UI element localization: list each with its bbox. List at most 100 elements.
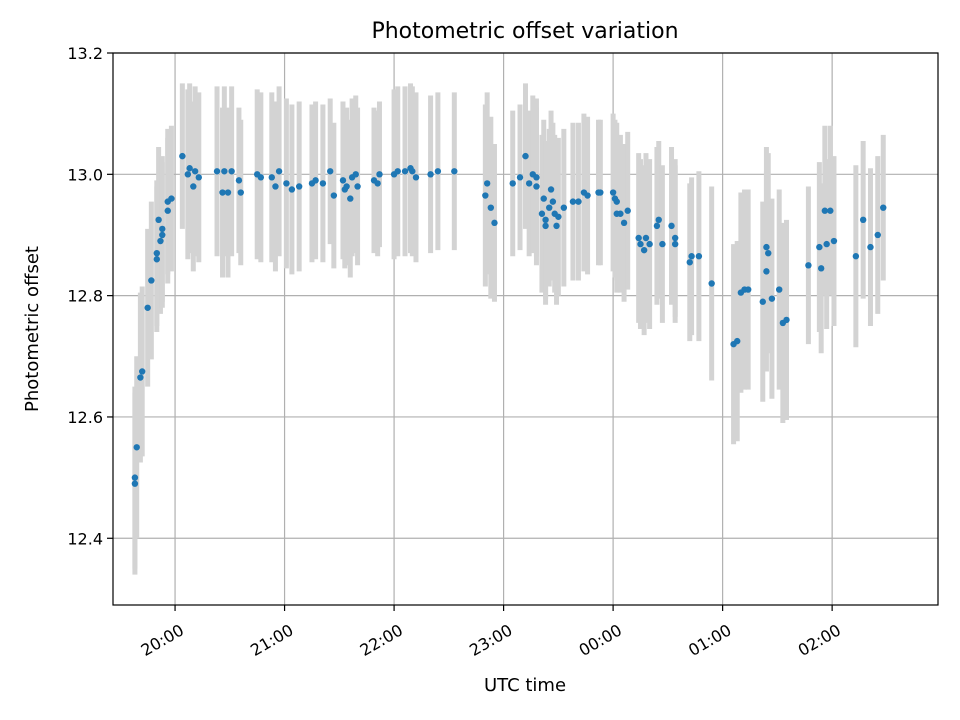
data-point <box>339 177 347 184</box>
data-point <box>852 253 860 260</box>
data-point <box>549 198 557 205</box>
plot-frame <box>112 52 939 606</box>
data-point <box>830 237 838 245</box>
data-point <box>164 207 171 214</box>
y-tick-label: 12.4 <box>67 529 103 548</box>
data-point <box>268 174 275 181</box>
data-point <box>765 249 772 257</box>
data-point <box>347 195 354 202</box>
data-point <box>821 207 829 214</box>
data-point <box>354 183 361 190</box>
data-point <box>859 216 867 224</box>
data-point <box>159 231 166 239</box>
data-point <box>394 168 401 175</box>
data-point <box>427 171 434 178</box>
chart-title: Photometric offset variation <box>371 19 678 44</box>
data-point <box>237 189 244 196</box>
data-point <box>224 189 232 196</box>
data-point <box>597 189 604 196</box>
data-point <box>542 222 549 230</box>
data-point <box>257 174 265 181</box>
data-point <box>352 171 359 178</box>
data-point <box>168 195 175 202</box>
data-point <box>153 249 161 257</box>
data-point <box>159 225 166 233</box>
data-point <box>744 286 752 293</box>
data-point <box>817 265 825 272</box>
data-point <box>867 243 874 251</box>
data-point <box>144 304 151 311</box>
data-point <box>434 168 442 175</box>
data-points <box>131 152 887 487</box>
data-point <box>153 256 161 263</box>
data-point <box>131 474 139 481</box>
data-point <box>642 234 650 242</box>
data-point <box>516 174 524 181</box>
data-point <box>179 152 186 160</box>
data-point <box>542 216 549 224</box>
data-point <box>401 168 409 175</box>
data-point <box>221 168 228 175</box>
data-point <box>288 186 296 193</box>
data-point <box>827 207 834 214</box>
data-point <box>880 204 887 211</box>
data-point <box>319 180 327 187</box>
data-point <box>409 168 416 175</box>
data-point <box>695 253 703 260</box>
data-point <box>374 180 381 187</box>
data-point <box>640 246 648 254</box>
data-point <box>137 374 144 381</box>
data-point <box>540 195 547 202</box>
data-point <box>671 240 679 248</box>
data-point <box>653 222 661 230</box>
data-point <box>655 216 662 224</box>
data-point <box>312 177 319 184</box>
data-point <box>330 192 338 199</box>
data-point <box>533 183 540 190</box>
data-point <box>483 180 491 187</box>
y-tick-label: 12.6 <box>67 408 103 427</box>
data-point <box>412 174 420 181</box>
data-point <box>235 177 243 184</box>
y-tick-label: 13.2 <box>67 44 103 63</box>
data-point <box>139 368 146 375</box>
data-point <box>295 183 303 190</box>
data-point <box>734 337 741 345</box>
data-point <box>343 183 350 190</box>
data-point <box>272 183 279 190</box>
data-point <box>546 204 553 211</box>
data-point <box>874 231 881 239</box>
data-point <box>275 168 283 175</box>
data-point <box>451 168 458 175</box>
data-point <box>668 222 675 230</box>
data-point <box>213 168 221 175</box>
data-point <box>584 192 591 199</box>
y-tick-label: 13.0 <box>67 165 103 184</box>
data-point <box>133 444 140 451</box>
x-axis-label: UTC time <box>484 675 566 696</box>
data-point <box>763 243 770 251</box>
data-point <box>327 168 334 175</box>
data-point <box>195 174 202 181</box>
data-point <box>823 240 830 248</box>
data-point <box>671 234 679 242</box>
data-point <box>783 316 790 324</box>
data-point <box>555 213 562 220</box>
data-point <box>547 186 555 193</box>
data-point <box>560 204 568 211</box>
data-point <box>763 268 770 275</box>
data-point <box>624 207 631 214</box>
data-point <box>283 180 290 187</box>
data-point <box>620 219 628 227</box>
data-point <box>155 216 162 224</box>
y-axis-label: Photometric offset <box>22 246 43 412</box>
data-point <box>569 198 577 205</box>
data-point <box>637 240 644 248</box>
data-point <box>776 286 783 293</box>
data-point <box>219 189 226 196</box>
data-point <box>553 222 560 230</box>
data-point <box>487 204 495 211</box>
data-point <box>228 168 235 175</box>
data-point <box>522 152 529 160</box>
